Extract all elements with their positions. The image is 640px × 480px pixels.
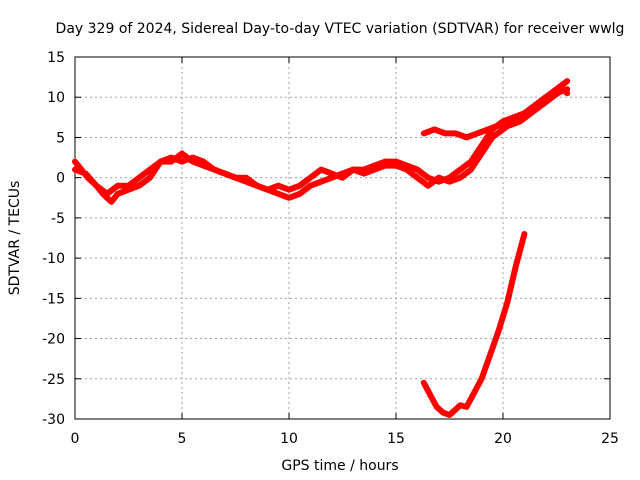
y-axis-label: SDTVAR / TECUs — [7, 181, 23, 296]
plot-frame — [74, 56, 611, 420]
x-tick-label: 15 — [387, 431, 405, 447]
y-tick-label: -30 — [42, 412, 65, 428]
x-tick-label: 0 — [71, 431, 80, 447]
x-axis-ticks: 0 5 10 15 20 25 — [71, 57, 619, 447]
series-line-main-trace-b — [72, 86, 571, 197]
y-axis-ticks: 15 10 5 0 -5 -10 -15 -20 -25 -30 — [42, 50, 610, 428]
y-tick-label: 15 — [47, 50, 65, 66]
chart-title: Day 329 of 2024, Sidereal Day-to-day VTE… — [56, 21, 625, 37]
x-tick-label: 5 — [178, 431, 187, 447]
x-tick-label: 10 — [280, 431, 298, 447]
y-tick-label: -25 — [42, 372, 65, 388]
series-group — [72, 78, 571, 418]
y-tick-label: 10 — [47, 90, 65, 106]
y-tick-label: -15 — [42, 291, 65, 307]
y-tick-label: -10 — [42, 251, 65, 267]
x-tick-label: 20 — [494, 431, 512, 447]
x-tick-label: 25 — [601, 431, 619, 447]
series-line-main-trace-a — [72, 78, 571, 205]
y-tick-label: -20 — [42, 332, 65, 348]
x-axis-label: GPS time / hours — [281, 458, 398, 474]
series-line-lower-branch — [420, 231, 528, 418]
y-tick-label: -5 — [51, 211, 65, 227]
y-tick-label: 5 — [56, 130, 65, 146]
y-tick-label: 0 — [56, 171, 65, 187]
series-line-upper-branch — [420, 86, 571, 141]
